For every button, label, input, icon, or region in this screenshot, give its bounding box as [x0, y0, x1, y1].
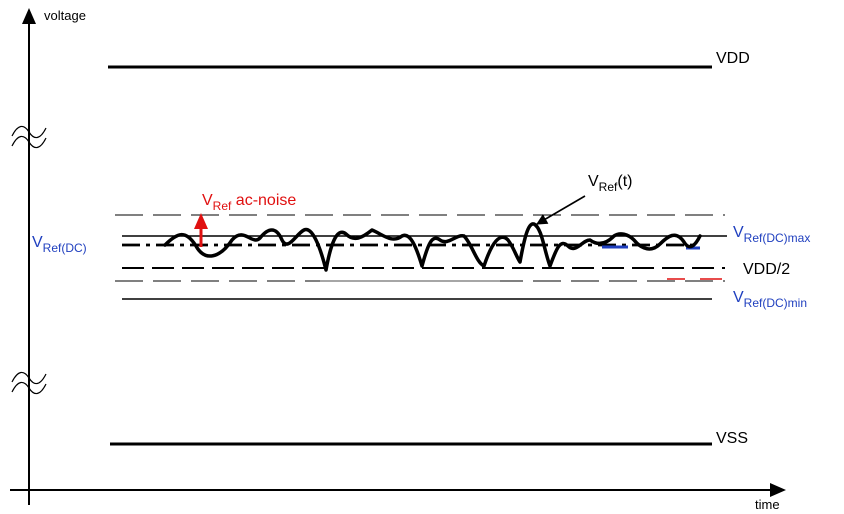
vss-label: VSS: [716, 430, 748, 447]
x-axis: [10, 483, 786, 497]
vref-dc-min-label: VRef(DC)min: [733, 289, 807, 310]
vref-t-label: VRef(t): [588, 173, 632, 194]
y-axis-label: voltage: [44, 8, 86, 23]
vref-dc-label: VRef(DC): [32, 234, 87, 255]
vref-t-pointer-arrow: [536, 195, 586, 225]
vdd-label: VDD: [716, 50, 750, 67]
ac-noise-arrow: [194, 213, 208, 247]
x-axis-label: time: [755, 497, 780, 512]
y-axis: [22, 8, 36, 505]
vref-t-waveform: [163, 222, 702, 272]
ac-noise-label: VRef ac-noise: [202, 192, 296, 213]
vref-dc-max-label: VRef(DC)max: [733, 224, 810, 245]
axis-break-upper: [11, 125, 47, 149]
vdd-half-label: VDD/2: [743, 261, 790, 278]
axis-break-lower: [11, 371, 47, 395]
